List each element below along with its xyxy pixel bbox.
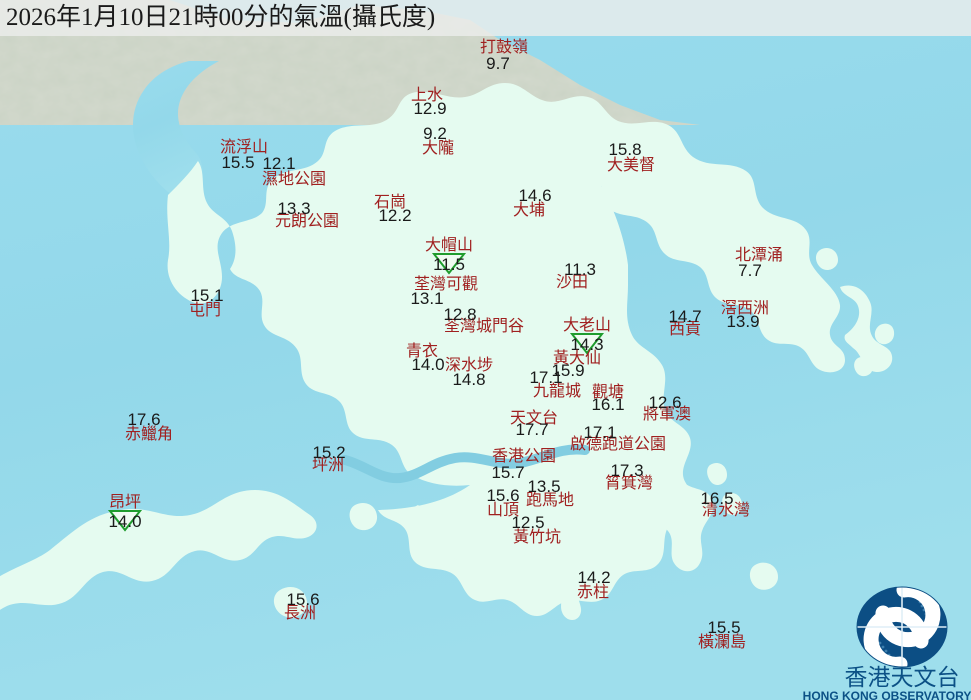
svg-text:11.5: 11.5: [433, 255, 465, 274]
svg-text:15.2: 15.2: [312, 443, 345, 462]
svg-text:14.0: 14.0: [108, 512, 141, 531]
svg-text:16.1: 16.1: [591, 395, 624, 414]
svg-text:17.3: 17.3: [610, 461, 643, 480]
svg-text:14.7: 14.7: [668, 307, 701, 326]
svg-text:昂坪: 昂坪: [109, 493, 141, 511]
svg-text:14.8: 14.8: [452, 370, 485, 389]
svg-text:13.5: 13.5: [527, 477, 560, 496]
svg-text:12.5: 12.5: [511, 513, 544, 532]
svg-text:15.5: 15.5: [707, 618, 740, 637]
svg-text:9.2: 9.2: [423, 124, 447, 143]
svg-text:15.1: 15.1: [190, 286, 223, 305]
svg-text:14.0: 14.0: [411, 355, 444, 374]
svg-text:15.6: 15.6: [486, 486, 519, 505]
svg-text:HONG KONG OBSERVATORY: HONG KONG OBSERVATORY: [803, 689, 971, 700]
svg-text:16.5: 16.5: [700, 489, 733, 508]
svg-text:14.6: 14.6: [518, 186, 551, 205]
svg-text:12.1: 12.1: [262, 154, 295, 173]
svg-text:13.1: 13.1: [410, 289, 443, 308]
svg-text:17.7: 17.7: [515, 420, 548, 439]
svg-text:香港天文台: 香港天文台: [845, 664, 960, 690]
svg-text:大帽山: 大帽山: [425, 236, 473, 254]
svg-text:11.3: 11.3: [564, 260, 596, 279]
svg-text:17.1: 17.1: [583, 423, 616, 442]
svg-text:12.2: 12.2: [378, 206, 411, 225]
svg-text:7.7: 7.7: [738, 261, 762, 280]
svg-text:13.9: 13.9: [726, 312, 759, 331]
svg-text:13.3: 13.3: [277, 199, 310, 218]
svg-text:14.2: 14.2: [577, 568, 610, 587]
svg-text:15.6: 15.6: [286, 590, 319, 609]
svg-text:12.6: 12.6: [648, 393, 681, 412]
svg-text:大老山: 大老山: [563, 316, 611, 334]
svg-text:17.6: 17.6: [127, 410, 160, 429]
svg-text:17.1: 17.1: [529, 368, 562, 387]
svg-text:12.9: 12.9: [413, 99, 446, 118]
svg-text:9.7: 9.7: [486, 54, 510, 73]
svg-text:15.7: 15.7: [491, 463, 524, 482]
svg-text:12.8: 12.8: [443, 305, 476, 324]
svg-text:15.8: 15.8: [608, 140, 641, 159]
svg-text:15.5: 15.5: [221, 153, 254, 172]
